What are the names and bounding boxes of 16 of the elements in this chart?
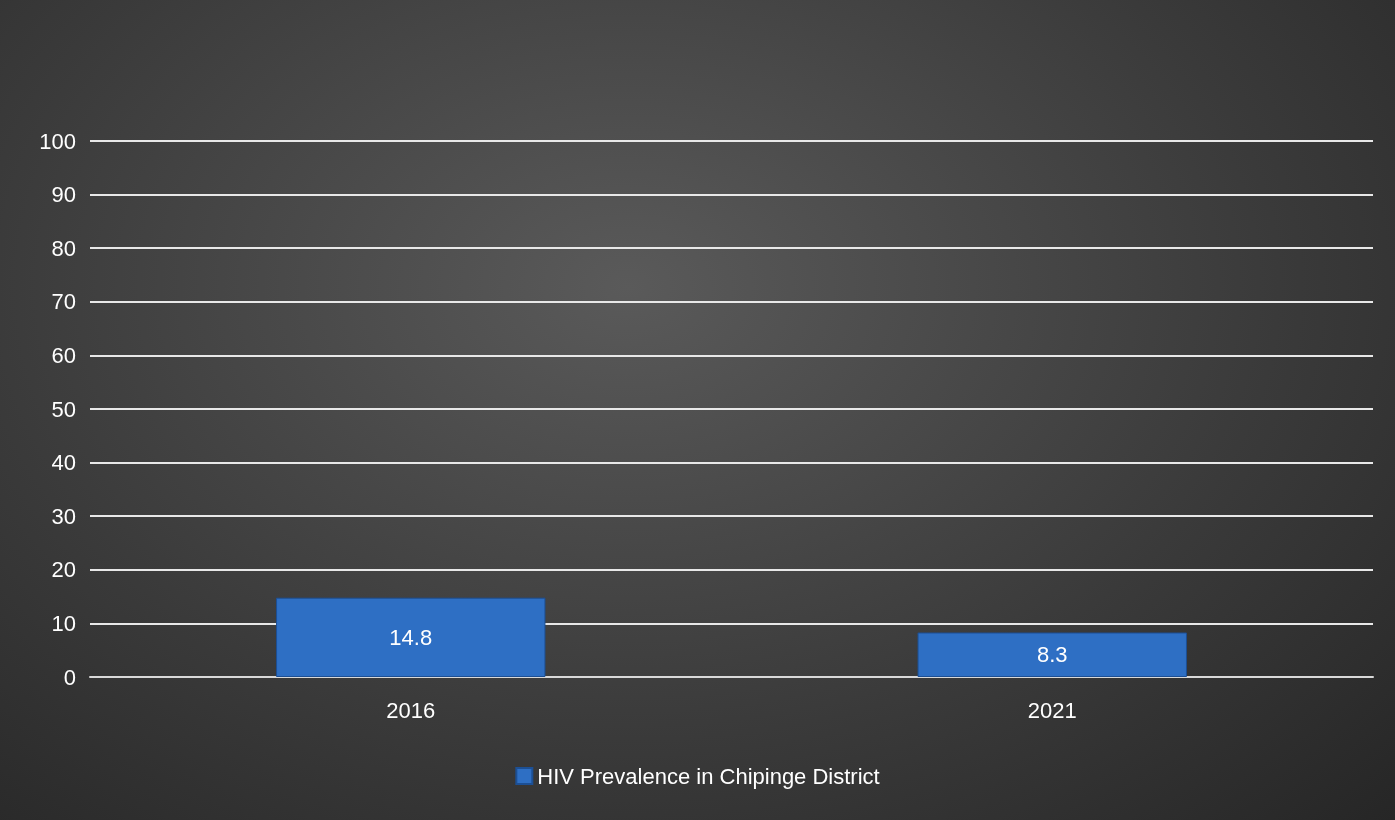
y-tick-label: 10 xyxy=(51,610,76,636)
y-tick-label: 90 xyxy=(51,182,76,208)
data-label: 8.3 xyxy=(1036,642,1068,668)
y-tick-label: 80 xyxy=(51,235,76,261)
y-tick-label: 0 xyxy=(63,664,76,690)
y-tick-label: 40 xyxy=(51,450,76,476)
y-tick-label: 50 xyxy=(51,396,76,422)
x-tick-label: 2021 xyxy=(1027,697,1077,723)
legend-label: HIV Prevalence in Chipinge District xyxy=(537,763,880,789)
x-tick-label: 2016 xyxy=(386,697,436,723)
y-tick-label: 30 xyxy=(51,503,76,529)
y-tick-label: 20 xyxy=(51,557,76,583)
y-tick-label: 100 xyxy=(39,128,76,154)
y-tick-label: 60 xyxy=(51,342,76,368)
data-label: 14.8 xyxy=(389,624,433,650)
y-tick-label: 70 xyxy=(51,289,76,315)
